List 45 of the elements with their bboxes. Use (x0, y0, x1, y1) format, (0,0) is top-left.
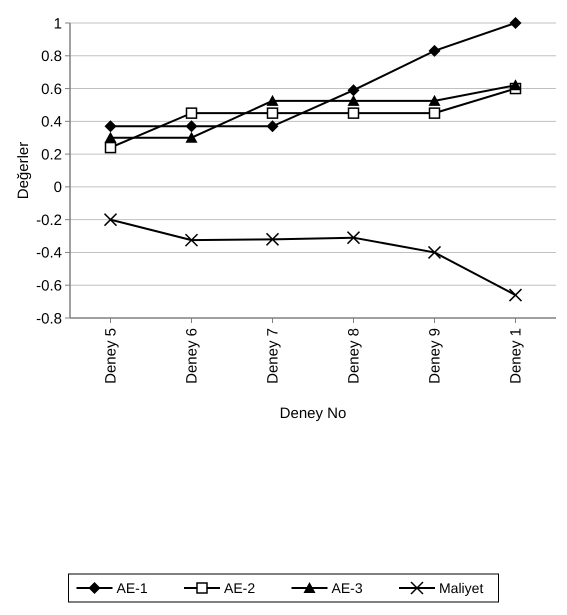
point (348, 94, 360, 106)
y-tick-label: -0.8 (36, 310, 62, 328)
x-tick-label: Deney 5 (102, 328, 120, 384)
point (428, 44, 440, 57)
point (348, 107, 360, 119)
point (104, 120, 116, 132)
point (104, 132, 116, 143)
x-tick-label: Deney 7 (264, 328, 282, 384)
point (104, 142, 116, 154)
legend-label: Maliyet (439, 580, 484, 596)
point (428, 246, 442, 260)
y-tick-label: 0.4 (41, 114, 62, 131)
point (508, 288, 522, 302)
y-tick-label: 0.2 (41, 146, 62, 164)
legend-label: AE-2 (224, 580, 256, 596)
point (186, 107, 198, 119)
point (186, 120, 198, 132)
point (348, 84, 360, 96)
x-tick-label: Deney 9 (426, 328, 444, 384)
y-tick-label: 0.8 (41, 48, 62, 66)
y-tick-label: -0.2 (36, 212, 62, 229)
y-tick-label: -0.4 (36, 244, 62, 262)
point (266, 120, 278, 132)
x-tick-label: Deney 6 (184, 328, 200, 384)
point (510, 17, 522, 29)
point (428, 94, 440, 106)
point (266, 232, 280, 246)
x-tick-label: Deney 8 (346, 328, 362, 384)
y-tick-label: -0.6 (36, 277, 62, 294)
legend-label: AE-3 (332, 580, 363, 596)
point (346, 230, 360, 244)
y-tick-label: 1 (54, 15, 62, 32)
point (266, 94, 278, 106)
point (428, 107, 440, 119)
x-tick-label: Deney 1 (508, 328, 524, 384)
legend-label: AE-1 (116, 580, 148, 596)
y-tick-label: 0 (54, 179, 62, 196)
x-axis-title: Deney No (280, 405, 346, 422)
y-tick-label: 0.6 (41, 80, 62, 98)
point (104, 212, 118, 226)
point (510, 79, 522, 90)
point (184, 233, 198, 247)
point (266, 107, 278, 119)
point (186, 132, 198, 143)
y-axis-title: Değerler (15, 142, 32, 200)
